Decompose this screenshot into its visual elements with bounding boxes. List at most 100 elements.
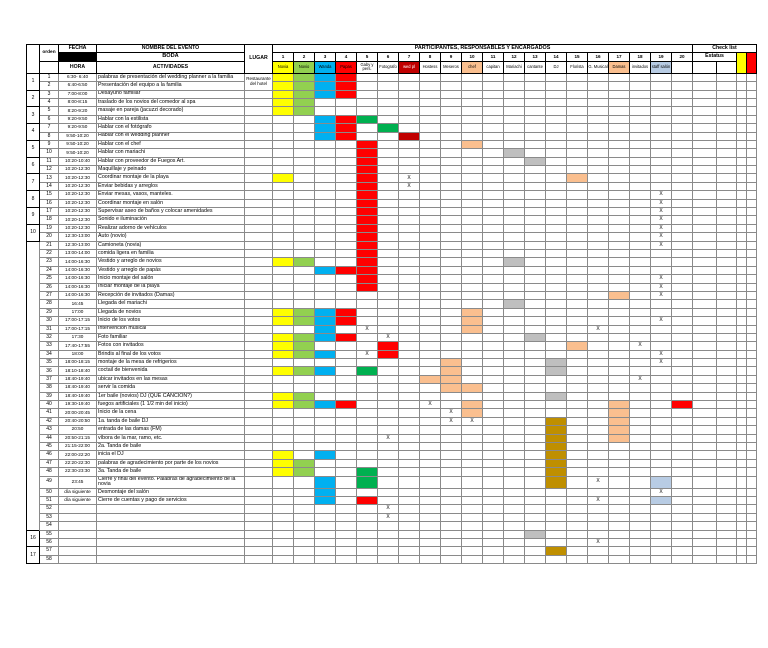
participant-cell bbox=[524, 123, 546, 133]
participant-cell bbox=[314, 475, 336, 489]
margin-cell bbox=[736, 441, 747, 452]
participant-cell bbox=[524, 458, 546, 469]
participant-cell bbox=[335, 123, 357, 133]
estatus-cell bbox=[716, 97, 737, 108]
margin-cell bbox=[746, 529, 757, 539]
participant-cell bbox=[314, 504, 336, 514]
participant-name-header-12: Mariachi bbox=[503, 60, 525, 74]
participant-cell bbox=[419, 265, 441, 276]
participant-cell bbox=[671, 441, 693, 452]
participant-cell bbox=[335, 374, 357, 385]
participant-cell bbox=[272, 467, 294, 477]
participant-cell bbox=[608, 131, 630, 141]
gutter-empty bbox=[27, 342, 40, 350]
hora-cell: 22:30-23:30 bbox=[58, 467, 97, 477]
participant-cell bbox=[482, 487, 504, 498]
participant-cell bbox=[671, 123, 693, 133]
participant-cell bbox=[629, 265, 651, 276]
participant-cell bbox=[566, 198, 588, 209]
participant-cell: X bbox=[398, 181, 420, 192]
participant-cell bbox=[398, 349, 420, 360]
activity-cell: Inicio de los votos bbox=[96, 316, 245, 326]
participant-cell bbox=[587, 521, 609, 531]
participant-cell bbox=[503, 240, 525, 251]
orden-cell: 53 bbox=[39, 512, 59, 523]
participant-cell bbox=[377, 316, 399, 326]
participant-cell bbox=[629, 521, 651, 531]
orden-cell: 50 bbox=[39, 487, 59, 498]
participant-cell bbox=[314, 181, 336, 192]
participant-cell bbox=[524, 383, 546, 393]
orden-cell: 49 bbox=[39, 475, 59, 489]
participant-cell bbox=[671, 173, 693, 183]
participant-cell bbox=[356, 223, 378, 234]
margin-cell bbox=[736, 282, 747, 292]
margin-cell bbox=[746, 265, 757, 276]
participant-cell bbox=[293, 97, 315, 108]
gutter-empty bbox=[27, 325, 40, 333]
participant-cell bbox=[440, 458, 462, 469]
participant-cell bbox=[566, 106, 588, 116]
participant-cell bbox=[650, 425, 672, 435]
estatus-cell bbox=[716, 156, 737, 167]
participant-cell bbox=[587, 97, 609, 108]
participant-cell bbox=[293, 156, 315, 167]
orden-cell: 16 bbox=[39, 198, 59, 209]
participant-cell bbox=[482, 131, 504, 141]
participant-cell bbox=[272, 341, 294, 351]
participant-cell bbox=[440, 374, 462, 385]
participant-cell bbox=[461, 341, 483, 351]
participant-cell: X bbox=[356, 349, 378, 360]
hora-cell: 9:20-9:50 bbox=[58, 123, 97, 133]
participant-cell bbox=[440, 148, 462, 158]
hora-cell: 10:20-12:30 bbox=[58, 215, 97, 225]
participant-cell bbox=[377, 97, 399, 108]
gutter-empty bbox=[27, 434, 40, 442]
margin-cell bbox=[746, 173, 757, 183]
participant-cell bbox=[545, 416, 567, 427]
participant-cell bbox=[440, 554, 462, 565]
participant-cell bbox=[461, 383, 483, 393]
participant-cell bbox=[335, 391, 357, 402]
participant-cell bbox=[377, 366, 399, 376]
participant-cell bbox=[608, 248, 630, 259]
estatus-cell bbox=[716, 504, 737, 514]
participant-cell: X bbox=[440, 408, 462, 418]
fecha-header: FECHA bbox=[58, 43, 97, 54]
participant-cell bbox=[671, 215, 693, 225]
estatus-cell bbox=[692, 89, 717, 99]
margin-cell bbox=[746, 131, 757, 141]
participant-cell bbox=[503, 106, 525, 116]
margin-cell bbox=[746, 89, 757, 99]
participant-cell bbox=[629, 173, 651, 183]
participant-col-number-8: 8 bbox=[419, 52, 441, 62]
participant-cell bbox=[335, 366, 357, 376]
gutter-number: 7 bbox=[26, 173, 40, 192]
participant-cell bbox=[356, 265, 378, 276]
participant-cell bbox=[671, 554, 693, 565]
participant-cell bbox=[461, 391, 483, 402]
participant-cell bbox=[566, 374, 588, 385]
participant-cell bbox=[482, 467, 504, 477]
participant-cell bbox=[398, 307, 420, 318]
participant-cell bbox=[545, 425, 567, 435]
estatus-cell bbox=[716, 495, 737, 506]
estatus-cell bbox=[692, 341, 717, 351]
participant-cell bbox=[293, 114, 315, 125]
participant-cell bbox=[398, 512, 420, 523]
participant-cell bbox=[398, 475, 420, 489]
participant-cell bbox=[461, 324, 483, 334]
margin-cell bbox=[736, 106, 747, 116]
participant-cell bbox=[356, 198, 378, 209]
participant-cell bbox=[461, 425, 483, 435]
participant-cell bbox=[314, 425, 336, 435]
participant-cell bbox=[671, 383, 693, 393]
margin-cell bbox=[746, 504, 757, 514]
participant-cell bbox=[629, 366, 651, 376]
participant-cell bbox=[398, 123, 420, 133]
lugar-cell bbox=[244, 173, 273, 183]
participant-col-number-1: 1 bbox=[272, 52, 294, 62]
participant-cell: X bbox=[587, 537, 609, 548]
participant-cell bbox=[629, 408, 651, 418]
orden-cell: 12 bbox=[39, 165, 59, 175]
